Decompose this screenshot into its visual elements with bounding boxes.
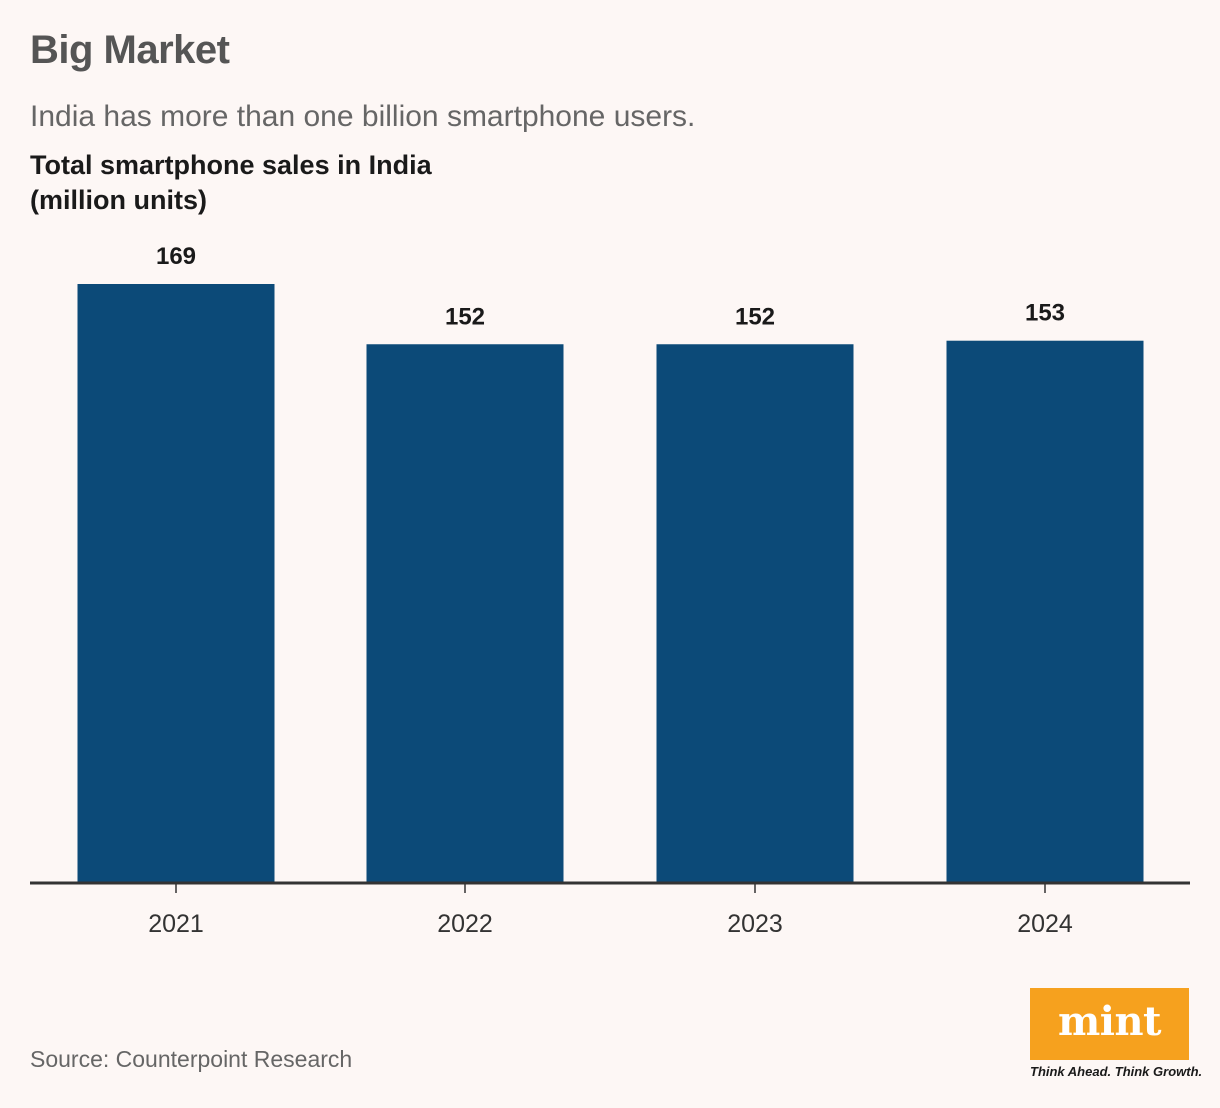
bar-2022 [366, 344, 564, 884]
bar-2023 [656, 344, 854, 884]
bar-2021 [77, 284, 275, 883]
bar-chart: 169 2021 152 2022 152 2023 153 2024 [30, 243, 1190, 938]
bar-2024 [946, 340, 1144, 883]
chart-heading: Total smartphone sales in India (million… [30, 148, 630, 218]
mint-logo: mint [1030, 988, 1189, 1060]
x-tick-label-2024: 2024 [1017, 910, 1073, 938]
logo-text: mint [1057, 997, 1162, 1045]
x-tick-label-2023: 2023 [727, 910, 783, 938]
data-label-2024: 153 [1025, 300, 1065, 327]
logo-tagline: Think Ahead. Think Growth. [1030, 1064, 1203, 1079]
chart-heading-line1: Total smartphone sales in India [30, 150, 432, 180]
data-label-2022: 152 [445, 303, 485, 330]
chart-title: Big Market [30, 28, 230, 72]
data-label-2023: 152 [735, 303, 775, 330]
x-tick-label-2021: 2021 [148, 910, 204, 938]
chart-heading-line2: (million units) [30, 185, 207, 215]
source-note: Source: Counterpoint Research [30, 1046, 353, 1072]
chart-subtitle: India has more than one billion smartpho… [30, 100, 696, 133]
x-tick-label-2022: 2022 [437, 910, 493, 938]
data-label-2021: 169 [156, 243, 196, 270]
